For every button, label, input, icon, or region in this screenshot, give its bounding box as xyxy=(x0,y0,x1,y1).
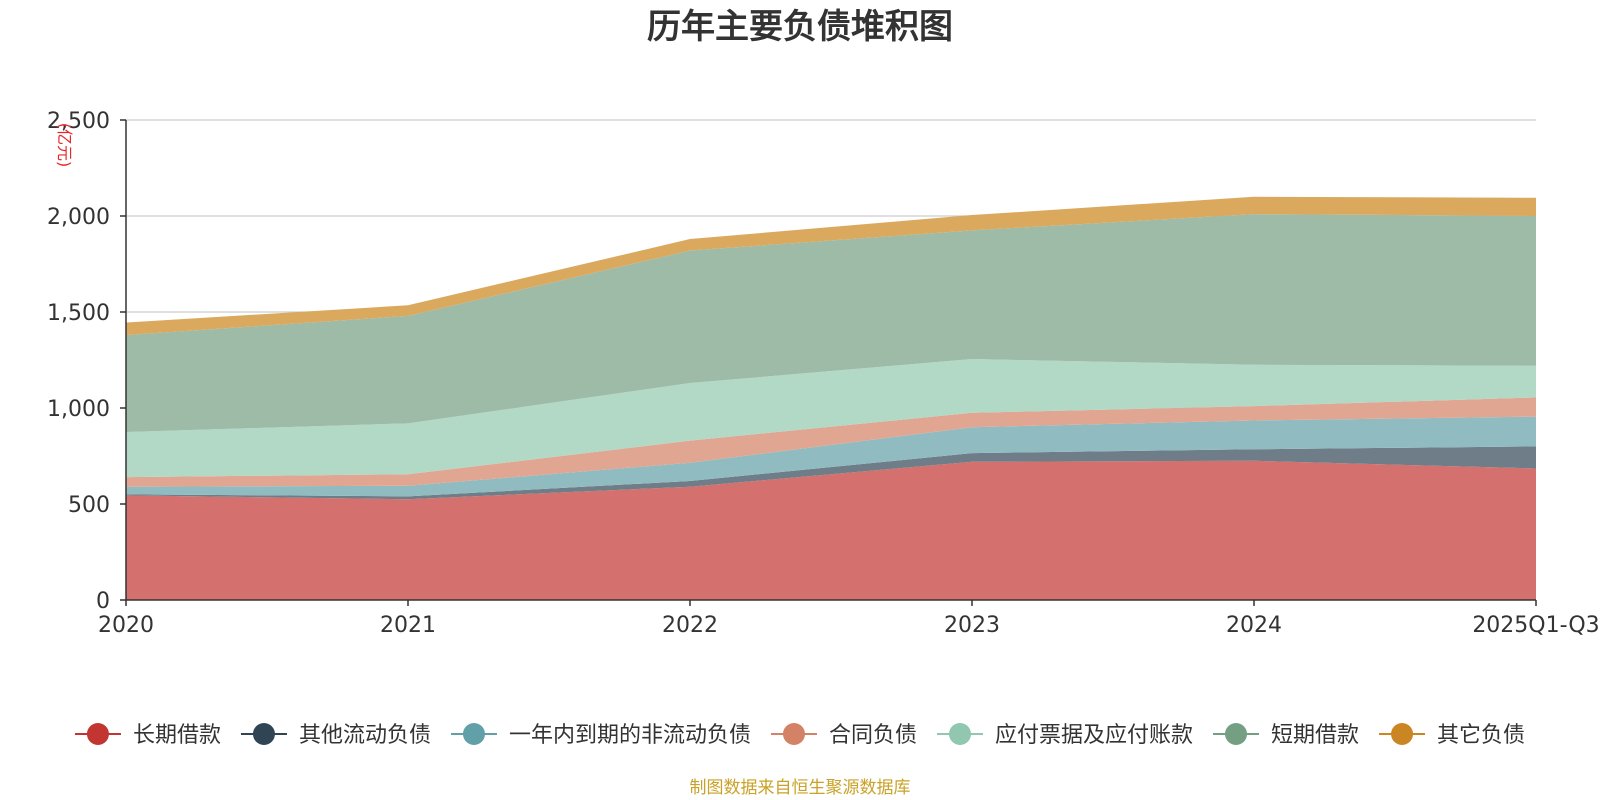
legend-item-1: 其他流动负债 xyxy=(240,723,431,748)
chart-title: 历年主要负债堆积图 xyxy=(647,7,953,47)
legend-marker-6 xyxy=(1391,723,1414,745)
legend-marker-5 xyxy=(1225,723,1248,745)
legend-label-3: 合同负债 xyxy=(829,723,917,748)
legend-marker-4 xyxy=(949,723,972,745)
legend-label-1: 其他流动负债 xyxy=(299,723,431,748)
y-tick-label-4: 2,000 xyxy=(47,205,110,230)
area-series-5 xyxy=(126,214,1536,432)
y-tick-label-3: 1,500 xyxy=(47,301,110,326)
legend-item-5: 短期借款 xyxy=(1213,723,1359,748)
area-series-4 xyxy=(126,359,1536,478)
legend-label-5: 短期借款 xyxy=(1271,723,1359,748)
y-axis-unit-label: (亿元) xyxy=(55,123,74,168)
legend-label-6: 其它负债 xyxy=(1437,723,1525,748)
axes: 0 500 1,000 1,500 2,000 2,500 2020 2021 2022 2023… xyxy=(47,109,1600,638)
legend-item-6: 其它负债 xyxy=(1379,723,1525,748)
legend-item-4: 应付票据及应付账款 xyxy=(937,723,1193,748)
stacked-areas xyxy=(126,196,1536,600)
legend: 长期借款 其他流动负债 一年内到期的非流动负债 合同负债 应付票据及应付账款 短期借款 其它… xyxy=(74,723,1525,748)
source-note: 制图数据来自恒生聚源数据库 xyxy=(690,778,911,798)
x-tick-label-3: 2023 xyxy=(944,613,1000,638)
legend-item-0: 长期借款 xyxy=(74,723,221,748)
legend-label-2: 一年内到期的非流动负债 xyxy=(509,723,751,748)
y-tick-label-1: 500 xyxy=(68,493,110,518)
legend-label-4: 应付票据及应付账款 xyxy=(995,723,1193,748)
legend-marker-3 xyxy=(782,723,805,745)
legend-item-3: 合同负债 xyxy=(770,723,917,748)
legend-label-0: 长期借款 xyxy=(133,723,221,748)
legend-marker-0 xyxy=(86,723,109,745)
y-tick-label-0: 0 xyxy=(96,589,110,614)
x-tick-label-1: 2021 xyxy=(380,613,436,638)
x-tick-label-0: 2020 xyxy=(98,613,154,638)
x-tick-label-5: 2025Q1-Q3 xyxy=(1472,613,1599,638)
x-tick-label-2: 2022 xyxy=(662,613,718,638)
x-tick-label-4: 2024 xyxy=(1226,613,1282,638)
legend-marker-1 xyxy=(252,723,275,745)
area-series-6 xyxy=(126,196,1536,336)
legend-item-2: 一年内到期的非流动负债 xyxy=(450,723,751,748)
area-series-1 xyxy=(126,446,1536,500)
area-series-3 xyxy=(126,397,1536,487)
area-series-0 xyxy=(126,460,1536,600)
y-tick-label-2: 1,000 xyxy=(47,397,110,422)
legend-marker-2 xyxy=(462,723,485,745)
area-series-2 xyxy=(126,416,1536,497)
y-tick-label-5: 2,500 xyxy=(47,109,110,134)
